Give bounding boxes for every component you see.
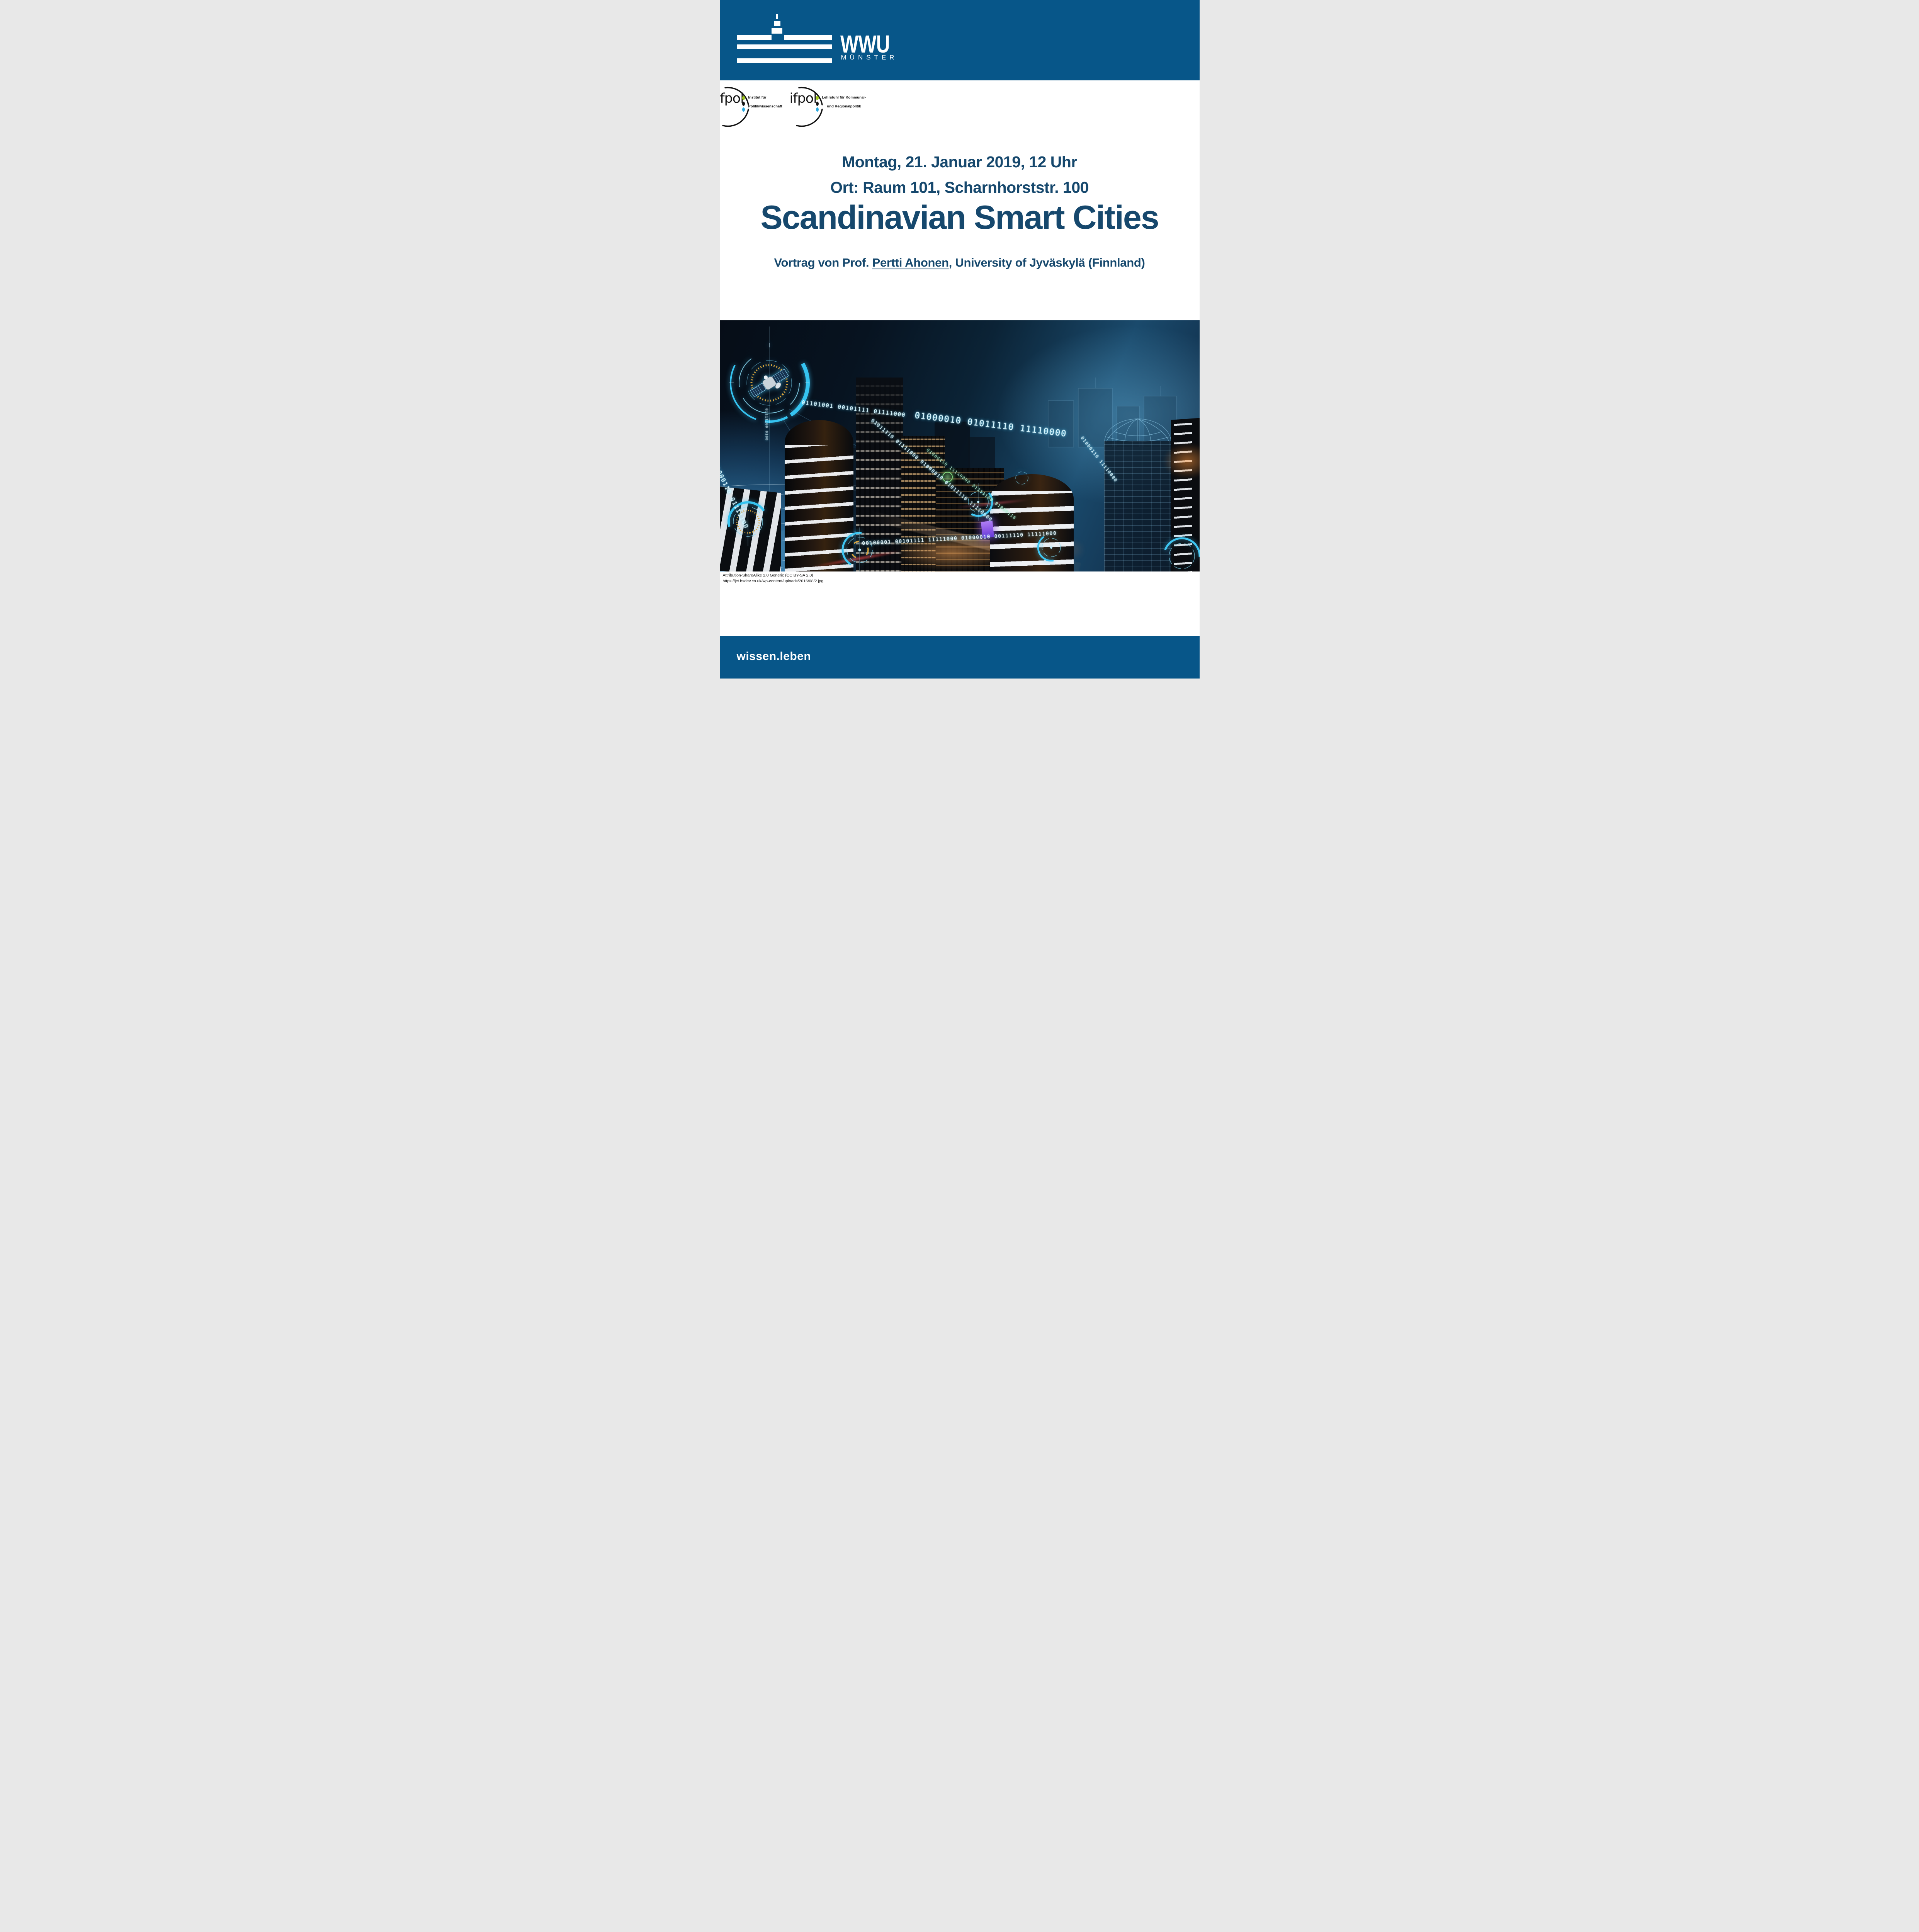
binary-stream-vertical: 01111100 0100 bbox=[764, 408, 768, 441]
ifpol-logo-chair: ifpol Lehrstuhl für Kommunal- und Region… bbox=[790, 85, 879, 129]
ifpol-wordmark: ifpol bbox=[720, 91, 744, 106]
satellite-hud-icon bbox=[728, 342, 810, 423]
satellite-icon bbox=[750, 369, 789, 397]
smart-city-image: 01101001 00101111 01111000 01000010 0101… bbox=[719, 320, 1200, 571]
mini-hud-ring-icon bbox=[1015, 471, 1028, 485]
wwu-muenster-label: MÜNSTER bbox=[841, 54, 898, 61]
attribution-license: Attribution-ShareAlike 2.0 Generic (CC B… bbox=[722, 573, 813, 578]
building-tower bbox=[855, 378, 903, 571]
header-bar: WWU MÜNSTER bbox=[719, 0, 1200, 80]
poster-page: WWU MÜNSTER ifpol Institut für Politikwi… bbox=[719, 0, 1200, 679]
city-hud-icon bbox=[841, 527, 877, 571]
event-subtitle: Vortrag von Prof. Pertti Ahonen, Univers… bbox=[720, 256, 1200, 270]
ifpol-wordmark: ifpol bbox=[789, 91, 817, 106]
wwu-castle-bar-icon bbox=[784, 35, 832, 40]
green-circle-icon bbox=[942, 472, 953, 482]
wwu-castle-bar-icon bbox=[736, 35, 772, 40]
image-attribution: Attribution-ShareAlike 2.0 Generic (CC B… bbox=[723, 573, 824, 584]
ifpol-arcs-icon bbox=[795, 87, 823, 127]
city-hud-icon bbox=[1163, 537, 1200, 571]
small-hud-icon bbox=[727, 497, 768, 546]
building-cylinder-right bbox=[990, 474, 1074, 571]
speaker-name: Pertti Ahonen bbox=[872, 256, 949, 269]
footer-bar: wissen.leben bbox=[719, 636, 1200, 679]
city-hud-icon bbox=[963, 483, 993, 521]
wwu-castle-tower-icon bbox=[771, 28, 782, 34]
wwu-castle-bar-icon bbox=[736, 58, 832, 63]
event-location: Ort: Raum 101, Scharnhorststr. 100 bbox=[830, 179, 1089, 196]
event-date: Montag, 21. Januar 2019, 12 Uhr bbox=[842, 153, 1077, 171]
wwu-castle-bar-icon bbox=[736, 44, 832, 49]
orange-glow bbox=[1163, 443, 1200, 479]
wwu-logo: WWU MÜNSTER bbox=[720, 0, 1200, 80]
page-title: Scandinavian Smart Cities bbox=[760, 199, 1159, 236]
building-dome-tower bbox=[1104, 441, 1172, 571]
wissen-leben-claim: wissen.leben bbox=[736, 650, 811, 663]
attribution-url: https://jct.bsdev.co.uk/wp-content/uploa… bbox=[722, 579, 824, 583]
wwu-castle-tower-icon bbox=[773, 21, 780, 26]
hud-layer bbox=[727, 342, 1200, 571]
wwu-castle-tower-icon bbox=[776, 14, 778, 19]
ifpol-arcs-icon bbox=[722, 87, 749, 127]
ifpol-logo-institute: ifpol Institut für Politikwissenschaft bbox=[720, 85, 798, 129]
subtitle-prefix: Vortrag von Prof. bbox=[774, 256, 872, 269]
wwu-wordmark: WWU bbox=[840, 30, 890, 58]
subtitle-suffix: , University of Jyväskylä (Finnland) bbox=[948, 256, 1145, 269]
city-hud-icon bbox=[1037, 533, 1065, 562]
